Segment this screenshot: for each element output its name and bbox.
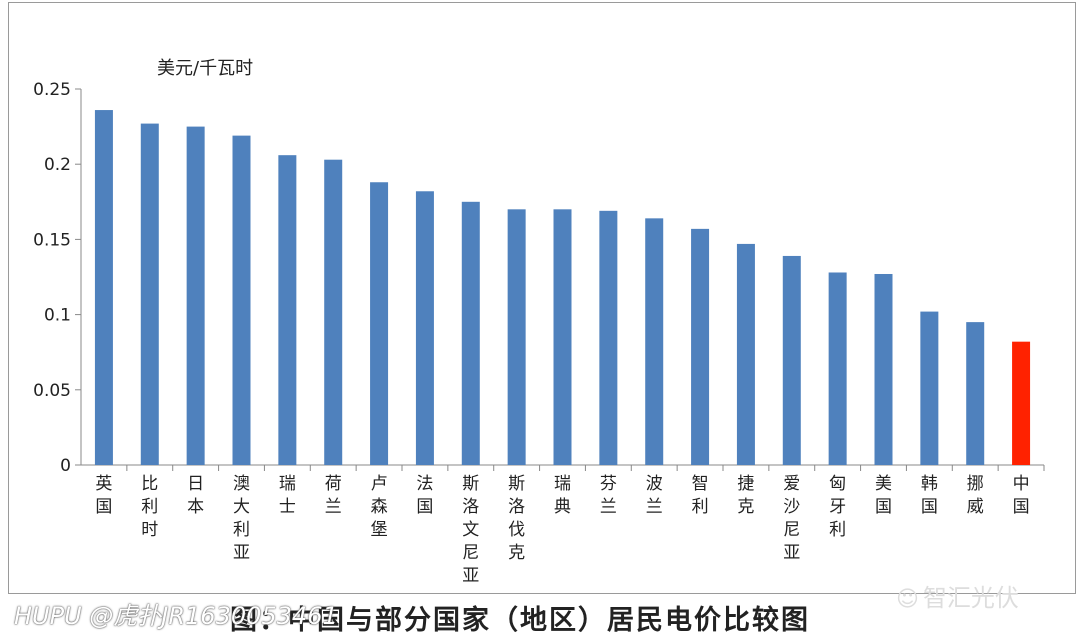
x-tick-label: 匈牙利 xyxy=(829,474,846,540)
x-tick-label: 瑞士 xyxy=(279,474,296,517)
wechat-watermark-label: 智汇光伏 xyxy=(922,584,1019,612)
y-axis-label: 美元/千瓦时 xyxy=(157,58,253,79)
bar-4 xyxy=(232,135,251,465)
x-tick-label: 日本 xyxy=(187,474,204,517)
x-tick-label: 荷兰 xyxy=(325,474,342,517)
hupu-watermark: HUPU @虎扑JR1630053461 xyxy=(14,602,338,630)
bar-8 xyxy=(415,191,434,465)
y-tick-label: 0 xyxy=(60,456,71,476)
wechat-icon: ☺ xyxy=(896,587,919,612)
bar-10 xyxy=(507,209,526,465)
bar-2 xyxy=(140,123,159,465)
y-tick-label: 0.1 xyxy=(44,306,71,326)
bar-13 xyxy=(645,218,664,465)
bar-3 xyxy=(186,126,205,465)
x-tick-label: 美国 xyxy=(875,474,892,517)
bar-5 xyxy=(278,155,297,465)
bar-11 xyxy=(553,209,572,465)
x-tick-label: 挪威 xyxy=(967,474,984,517)
x-tick-label: 比利时 xyxy=(141,474,158,540)
bar-16 xyxy=(782,255,801,465)
x-tick-label: 波兰 xyxy=(646,474,663,517)
x-tick-label: 斯洛文尼亚 xyxy=(462,474,479,586)
x-tick-label: 爱沙尼亚 xyxy=(783,474,800,563)
x-tick-label: 芬兰 xyxy=(600,474,617,517)
y-tick-label: 0.25 xyxy=(33,80,71,100)
bar-21 xyxy=(1012,341,1031,465)
bar-14 xyxy=(691,228,710,465)
bar-7 xyxy=(370,182,389,466)
x-tick-label: 英国 xyxy=(95,474,112,517)
y-tick-label: 0.2 xyxy=(44,155,71,175)
wechat-watermark: ☺ 智汇光伏 xyxy=(896,578,1019,613)
bar-17 xyxy=(828,272,847,465)
x-tick-label: 中国 xyxy=(1013,474,1030,517)
bar-20 xyxy=(966,322,985,465)
bar-19 xyxy=(920,311,939,465)
x-tick-label: 卢森堡 xyxy=(371,474,388,540)
x-tick-label: 澳大利亚 xyxy=(233,474,250,563)
bar-1 xyxy=(94,110,113,465)
bar-18 xyxy=(874,273,893,465)
bar-9 xyxy=(461,201,480,466)
x-tick-label: 智利 xyxy=(692,474,709,517)
y-tick-label: 0.05 xyxy=(33,381,71,401)
bar-15 xyxy=(736,243,755,465)
chart-frame: 0 0.05 0.1 0.15 0.2 0.25 美元/千瓦时英国 比利时 日本 澳大利亚 瑞士 荷兰… xyxy=(8,2,1076,594)
x-tick-label: 韩国 xyxy=(921,474,938,517)
x-tick-label: 捷克 xyxy=(737,474,754,517)
bar-6 xyxy=(324,159,343,466)
chart-caption: 图：中国与部分国家（地区）居民电价比较图 xyxy=(230,605,810,636)
x-tick-label: 瑞典 xyxy=(554,474,571,517)
bar-12 xyxy=(599,210,618,465)
y-tick-label: 0.15 xyxy=(33,230,71,250)
x-tick-label: 斯洛伐克 xyxy=(508,474,525,563)
x-tick-label: 法国 xyxy=(416,474,433,517)
